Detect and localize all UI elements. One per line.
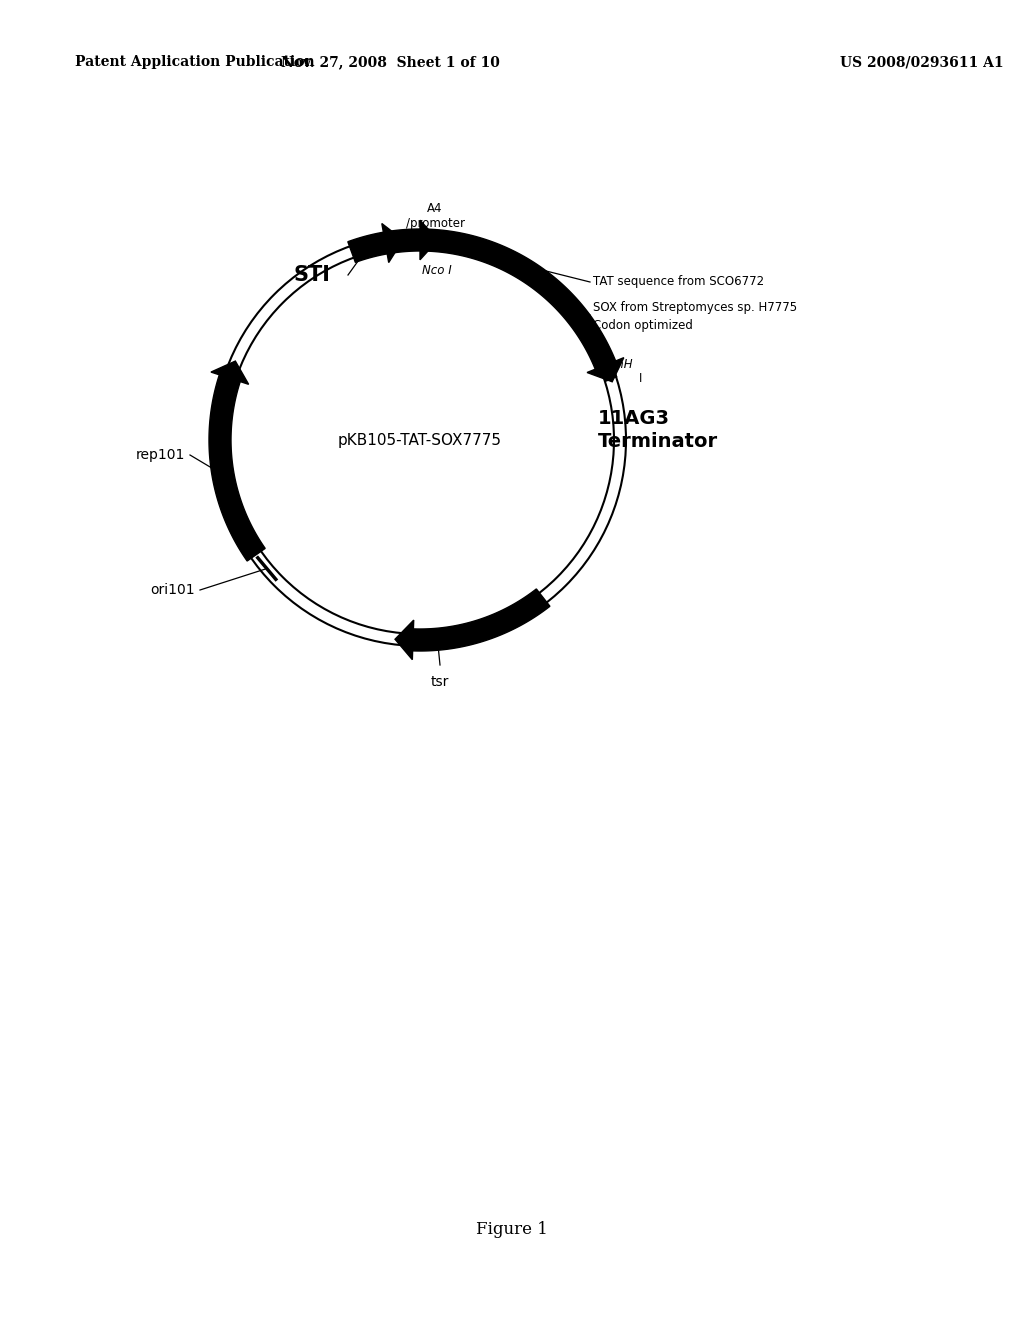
Text: rep101: rep101 [135, 447, 185, 462]
Text: Nco I: Nco I [422, 264, 452, 277]
Text: Figure 1: Figure 1 [476, 1221, 548, 1238]
Text: Nov. 27, 2008  Sheet 1 of 10: Nov. 27, 2008 Sheet 1 of 10 [281, 55, 500, 69]
Polygon shape [420, 220, 438, 260]
Polygon shape [211, 362, 249, 384]
Polygon shape [348, 232, 387, 263]
Text: TAT sequence from SCO6772: TAT sequence from SCO6772 [593, 276, 764, 289]
Polygon shape [427, 230, 615, 370]
Text: SOX from Streptomyces sp. H7775: SOX from Streptomyces sp. H7775 [593, 301, 797, 314]
Text: ori101: ori101 [151, 583, 195, 597]
Text: A4
/promoter: A4 /promoter [406, 202, 465, 230]
Text: pKB105-TAT-SOX7775: pKB105-TAT-SOX7775 [338, 433, 502, 447]
Text: tsr: tsr [431, 675, 450, 689]
Text: I: I [639, 371, 642, 384]
Text: US 2008/0293611 A1: US 2008/0293611 A1 [840, 55, 1004, 69]
Text: STI: STI [293, 265, 330, 285]
Text: Patent Application Publication: Patent Application Publication [75, 55, 314, 69]
Polygon shape [382, 223, 403, 263]
Polygon shape [383, 228, 420, 253]
Text: BamH: BamH [598, 359, 634, 371]
Polygon shape [587, 358, 624, 381]
Polygon shape [395, 620, 414, 660]
Polygon shape [413, 589, 550, 651]
Text: Codon optimized: Codon optimized [593, 318, 693, 331]
Polygon shape [209, 375, 265, 561]
Text: 11AG3
Terminator: 11AG3 Terminator [598, 409, 718, 451]
